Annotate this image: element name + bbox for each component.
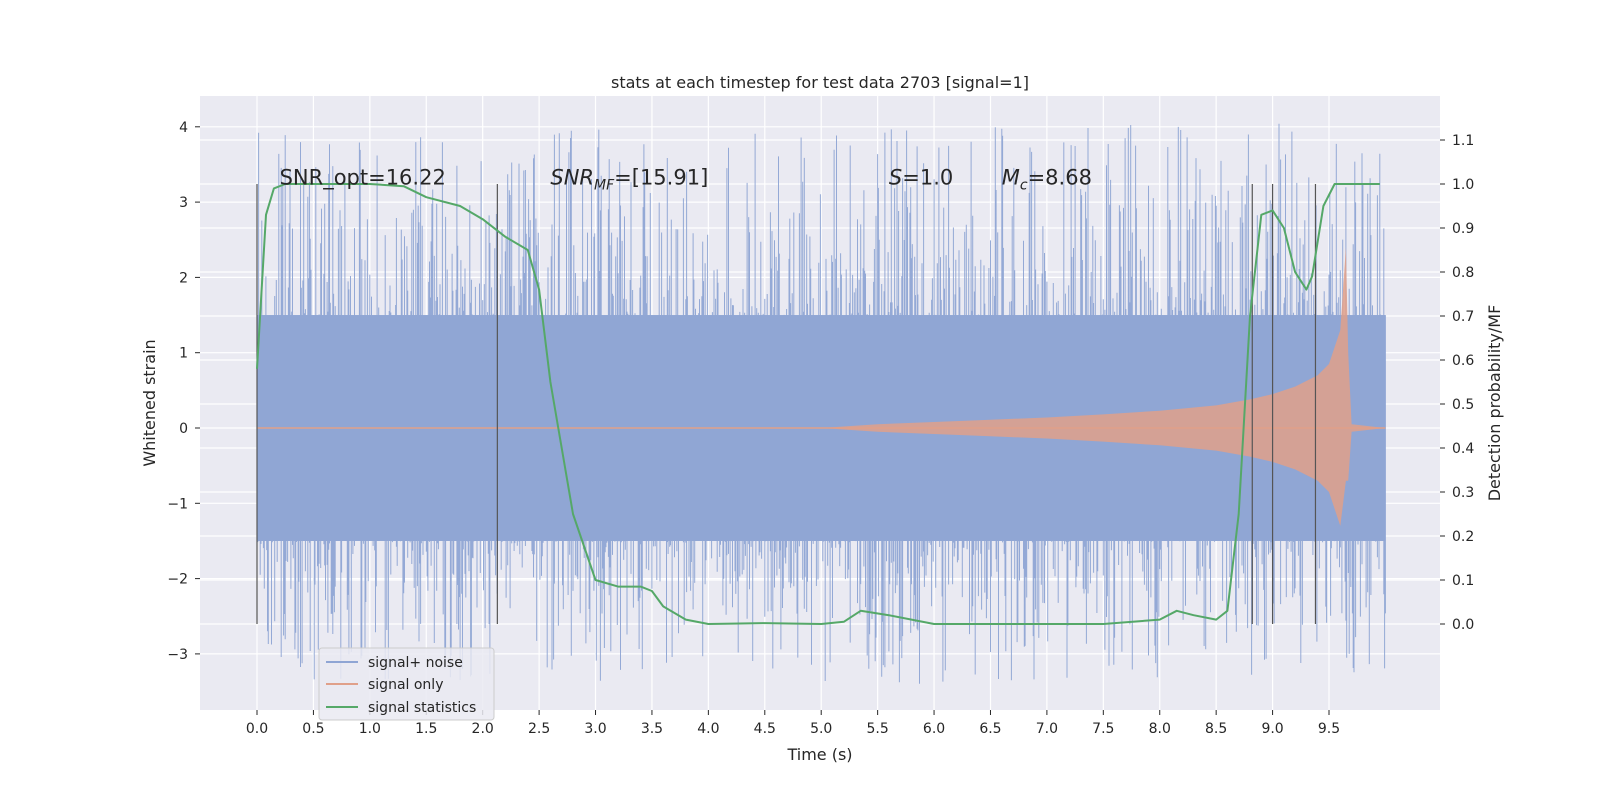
x-tick-label: 6.5: [979, 721, 1001, 737]
y2-tick-label: 0.6: [1452, 353, 1474, 369]
y2-tick-label: 1.0: [1452, 177, 1474, 193]
x-tick-label: 5.0: [810, 721, 832, 737]
annotation-3: Mc=8.68: [1002, 166, 1092, 194]
y-tick-label: 4: [179, 120, 188, 136]
x-tick-label: 6.0: [923, 721, 945, 737]
y2-tick-label: 0.1: [1452, 573, 1474, 589]
signal-only-series: [257, 247, 1386, 526]
y-tick-label: −3: [167, 647, 188, 663]
x-tick-label: 2.0: [472, 721, 494, 737]
y-tick-label: −2: [167, 572, 188, 588]
y2-tick-label: 0.3: [1452, 485, 1474, 501]
x-tick-label: 5.5: [866, 721, 888, 737]
legend-box: [318, 647, 495, 721]
y2-tick-label: 0.7: [1452, 309, 1474, 325]
y2-tick-label: 1.1: [1452, 133, 1474, 149]
legend-label-signal-statistics: signal statistics: [368, 700, 476, 716]
x-tick-label: 2.5: [528, 721, 550, 737]
x-tick-label: 4.0: [697, 721, 719, 737]
x-tick-label: 0.5: [302, 721, 324, 737]
x-tick-label: 8.0: [1149, 721, 1171, 737]
y2-axis-title: Detection probability/MF: [1485, 305, 1504, 502]
legend-label-signal-noise: signal+ noise: [368, 655, 463, 671]
legend-label-signal-only: signal only: [368, 677, 443, 693]
y2-tick-label: 0.5: [1452, 397, 1474, 413]
annotation-0: SNR_opt=16.22: [280, 166, 446, 191]
x-tick-label: 8.5: [1205, 721, 1227, 737]
legend: signal+ noise signal only signal statist…: [318, 647, 495, 721]
x-axis-ticks: 0.0 0.5 1.0 1.5 2.0 2.5 3.0 3.5 4.0 4.5 5.0 5.5 6.0 6…: [246, 710, 1340, 737]
annotation-1: SNRMF=[15.91]: [550, 166, 708, 194]
x-axis-title: Time (s): [786, 745, 852, 764]
y2-tick-label: 0.4: [1452, 441, 1474, 457]
y-axis-title: Whitened strain: [140, 339, 159, 466]
x-tick-label: 9.0: [1261, 721, 1283, 737]
y2-axis-ticks: 1.1 1.0 0.9 0.8 0.7 0.6 0.5 0.4 0.3 0.2 0.1 0.0: [1440, 133, 1474, 633]
statistics-line: [256, 183, 1380, 625]
x-tick-label: 1.0: [359, 721, 381, 737]
y2-tick-label: 0.9: [1452, 221, 1474, 237]
y2-tick-label: 0.0: [1452, 617, 1474, 633]
y-tick-label: 2: [179, 270, 188, 286]
chart-title: stats at each timestep for test data 270…: [611, 73, 1029, 92]
x-tick-label: 1.5: [415, 721, 437, 737]
x-tick-label: 7.0: [1036, 721, 1058, 737]
y2-tick-label: 0.8: [1452, 265, 1474, 281]
y-axis-ticks: 4 3 2 1 0 −1 −2 −3: [167, 120, 200, 663]
annotations: SNR_opt=16.22 SNRMF=[15.91] S=1.0 Mc=8.68: [280, 166, 1092, 194]
x-tick-label: 0.0: [246, 721, 268, 737]
y-tick-label: −1: [167, 496, 188, 512]
x-tick-label: 7.5: [1092, 721, 1114, 737]
y-tick-label: 0: [179, 421, 188, 437]
x-tick-label: 9.5: [1318, 721, 1340, 737]
y-tick-label: 3: [179, 195, 188, 211]
y-tick-label: 1: [179, 346, 188, 362]
annotation-2: S=1.0: [889, 166, 953, 190]
y2-tick-label: 0.2: [1452, 529, 1474, 545]
x-tick-label: 4.5: [754, 721, 776, 737]
x-tick-label: 3.5: [641, 721, 663, 737]
x-tick-label: 3.0: [584, 721, 606, 737]
signal-statistics-series: [256, 183, 1380, 625]
